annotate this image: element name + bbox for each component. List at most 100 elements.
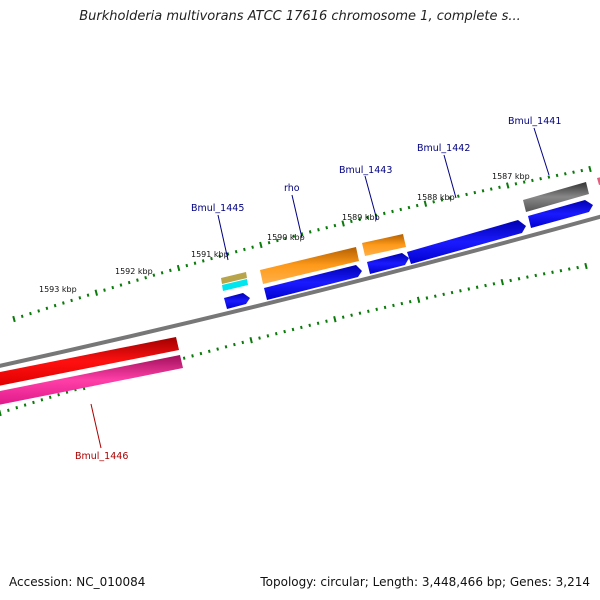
- minor-tick: [425, 296, 429, 300]
- cds-features: [0, 200, 593, 405]
- kbp-label: 1593 kbp: [39, 285, 77, 294]
- minor-tick: [391, 209, 394, 214]
- minor-tick: [563, 172, 567, 176]
- cds-bmul-1445[interactable]: [224, 293, 250, 309]
- minor-tick: [275, 238, 279, 243]
- minor-tick: [199, 351, 203, 356]
- minor-tick: [350, 219, 353, 224]
- gene-label-bmul-1446[interactable]: Bmul_1446: [75, 451, 128, 462]
- minor-tick: [267, 240, 271, 245]
- minor-tick: [375, 307, 379, 312]
- minor-tick: [484, 283, 487, 288]
- minor-tick: [539, 177, 542, 181]
- minor-tick: [266, 334, 270, 338]
- minor-tick: [45, 306, 49, 310]
- major-tick: [505, 182, 510, 189]
- minor-tick: [201, 259, 205, 263]
- minor-tick: [291, 327, 295, 332]
- cds-rho[interactable]: [264, 265, 362, 300]
- gene-edge-marker[interactable]: [597, 177, 600, 185]
- minor-tick: [432, 200, 436, 204]
- minor-tick: [210, 256, 213, 261]
- gene-label-bmul-1443[interactable]: Bmul_1443: [339, 165, 392, 176]
- minor-tick: [399, 207, 403, 212]
- label-leaders: [90, 127, 550, 449]
- minor-tick: [366, 215, 370, 220]
- minor-tick: [191, 354, 194, 358]
- minor-tick: [283, 329, 286, 334]
- major-tick: [423, 200, 428, 207]
- cds-bmul-1443[interactable]: [367, 253, 409, 274]
- major-tick: [94, 289, 99, 296]
- minor-tick: [382, 211, 386, 216]
- minor-tick: [467, 287, 471, 291]
- gene-bmul-1443[interactable]: [362, 234, 406, 256]
- gene-bmul-1441[interactable]: [523, 182, 589, 212]
- cds-bmul-1442[interactable]: [407, 220, 526, 264]
- major-tick: [588, 165, 592, 173]
- minor-tick: [224, 345, 228, 349]
- minor-tick: [408, 300, 412, 304]
- kbp-label: 1590 kbp: [267, 233, 305, 242]
- kbp-label: 1591 kbp: [191, 250, 229, 259]
- minor-tick: [7, 408, 10, 413]
- minor-tick: [57, 393, 60, 397]
- minor-tick: [308, 323, 312, 328]
- gene-label-bmul-1442[interactable]: Bmul_1442: [417, 143, 470, 154]
- minor-tick: [531, 178, 534, 183]
- minor-tick: [465, 192, 468, 197]
- forward-strand-genes: [0, 177, 600, 386]
- minor-tick: [251, 245, 254, 249]
- minor-tick: [415, 203, 419, 208]
- gene-rho[interactable]: [260, 247, 359, 284]
- gene-labels: Bmul_1445 rho Bmul_1443 Bmul_1442 Bmul_1…: [75, 116, 561, 462]
- gene-bmul-1445-b[interactable]: [222, 279, 248, 291]
- minor-tick: [23, 403, 27, 407]
- minor-tick: [489, 187, 493, 191]
- kbp-label: 1587 kbp: [492, 172, 530, 181]
- minor-tick: [400, 301, 404, 306]
- minor-tick: [580, 168, 584, 173]
- minor-tick: [498, 185, 501, 189]
- topology-summary: Topology: circular; Length: 3,448,466 bp…: [260, 575, 590, 589]
- major-tick: [0, 409, 2, 417]
- minor-tick: [29, 311, 32, 316]
- minor-tick: [555, 173, 559, 178]
- major-tick: [584, 262, 588, 270]
- gene-label-bmul-1441[interactable]: Bmul_1441: [508, 116, 561, 127]
- map-title: Burkholderia multivorans ATCC 17616 chro…: [79, 9, 521, 24]
- gene-label-rho[interactable]: rho: [284, 183, 300, 194]
- minor-tick: [234, 249, 238, 254]
- minor-tick: [308, 230, 312, 234]
- minor-tick: [119, 283, 123, 287]
- minor-tick: [448, 196, 452, 200]
- gene-bmul-1446[interactable]: [0, 337, 179, 386]
- major-tick: [259, 241, 263, 249]
- minor-tick: [233, 342, 236, 347]
- gene-bmul-1445-a[interactable]: [221, 272, 247, 284]
- kbp-label: 1588 kbp: [417, 193, 455, 202]
- chromosome-backbone: [0, 214, 600, 368]
- minor-tick: [15, 405, 19, 410]
- minor-tick: [367, 309, 370, 313]
- minor-tick: [526, 275, 529, 279]
- minor-tick: [358, 217, 361, 222]
- minor-tick: [78, 296, 82, 300]
- minor-tick: [383, 305, 387, 310]
- minor-tick: [111, 285, 115, 290]
- minor-tick: [542, 272, 546, 276]
- minor-tick: [103, 288, 106, 292]
- minor-tick: [274, 332, 278, 336]
- minor-tick: [325, 225, 329, 230]
- minor-tick: [547, 175, 551, 179]
- cds-bmul-1446[interactable]: [0, 355, 183, 405]
- gene-label-bmul-1445[interactable]: Bmul_1445: [191, 203, 244, 214]
- cds-bmul-1441[interactable]: [528, 200, 593, 228]
- major-tick: [341, 220, 345, 227]
- minor-tick: [258, 336, 261, 340]
- minor-tick: [341, 315, 345, 319]
- minor-tick: [70, 298, 73, 303]
- minor-tick: [481, 189, 485, 193]
- minor-tick: [136, 278, 139, 282]
